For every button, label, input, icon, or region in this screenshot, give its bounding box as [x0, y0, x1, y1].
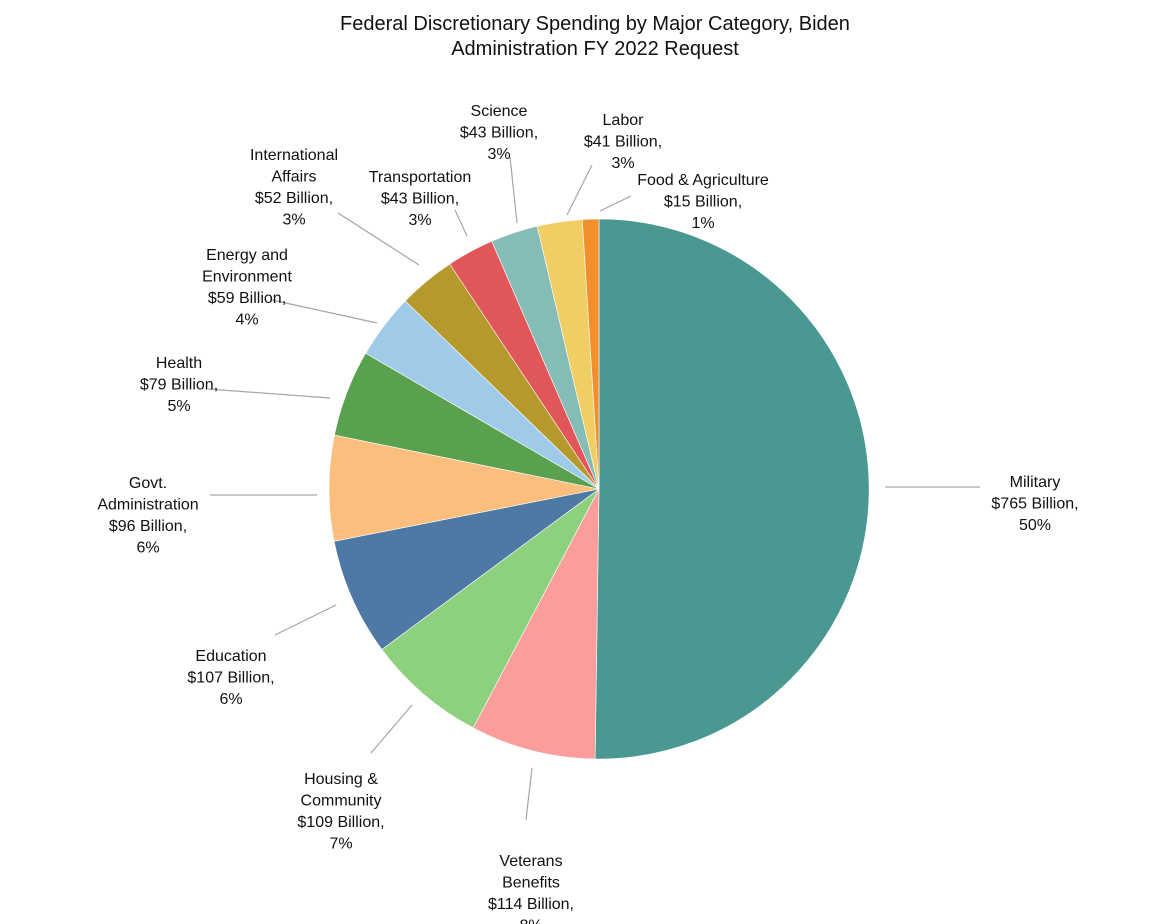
leader-line-transportation	[454, 209, 468, 237]
slice-label-international-affairs: International Affairs $52 Billion, 3%	[250, 147, 338, 229]
slice-label-food-agriculture: Food & Agriculture $15 Billion, 1%	[637, 172, 769, 232]
chart-title-line-1: Federal Discretionary Spending by Major …	[340, 13, 850, 35]
chart-title: Federal Discretionary Spending by Major …	[235, 12, 955, 62]
slice-label-housing-community: Housing & Community $109 Billion, 7%	[297, 771, 384, 853]
leader-line-energy-and-environment	[271, 299, 378, 324]
pie-slice-housing-community	[381, 488, 600, 729]
leader-line-food-agriculture	[599, 195, 632, 212]
pie-slice-education	[333, 488, 600, 650]
leader-line-veterans-benefits	[525, 767, 533, 821]
leader-line-science	[509, 156, 518, 224]
slice-label-science: Science $43 Billion, 3%	[460, 103, 538, 163]
slice-label-military: Military $765 Billion, 50%	[991, 474, 1078, 534]
slice-label-govt-administration: Govt. Administration $96 Billion, 6%	[97, 475, 198, 557]
slice-labels: Military $765 Billion, 50% Veterans Benefits…	[97, 103, 1078, 924]
leader-line-health	[207, 388, 331, 399]
pie-slice-food-agriculture	[581, 218, 600, 490]
pie-slices	[328, 218, 870, 760]
leader-line-labor	[566, 164, 593, 216]
slice-label-energy-and-environment: Energy and Environment $59 Billion, 4%	[202, 247, 292, 329]
pie-slice-veterans-benefits	[472, 488, 600, 760]
slice-label-health: Health $79 Billion, 5%	[140, 355, 218, 415]
slice-label-education: Education $107 Billion, 6%	[187, 648, 274, 708]
slice-label-labor: Labor $41 Billion, 3%	[584, 112, 662, 172]
leader-line-international-affairs	[337, 212, 420, 266]
chart-title-line-2: Administration FY 2022 Request	[451, 38, 739, 60]
leader-line-education	[274, 604, 337, 636]
leader-line-housing-community	[370, 704, 413, 754]
slice-label-transportation: Transportation $43 Billion, 3%	[369, 169, 472, 229]
leader-lines	[207, 156, 980, 821]
pie-slice-military	[594, 218, 870, 760]
